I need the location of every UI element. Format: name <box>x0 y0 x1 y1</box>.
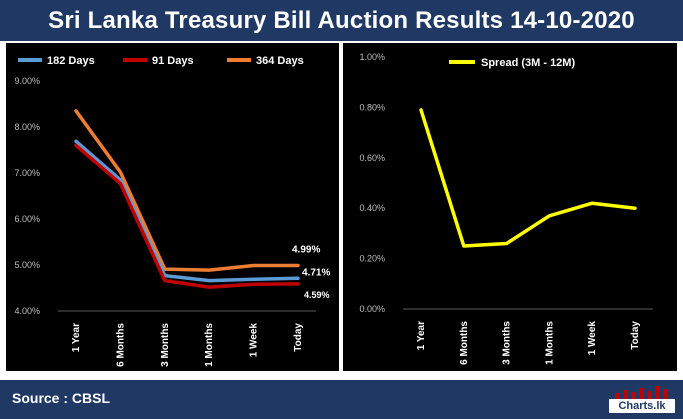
series-line <box>74 139 300 283</box>
y-tick-label: 7.00% <box>14 168 40 178</box>
series-line <box>74 109 300 272</box>
data-label: 4.71% <box>302 267 330 278</box>
y-tick-label: 1.00% <box>359 52 385 62</box>
page-title: Sri Lanka Treasury Bill Auction Results … <box>0 0 683 41</box>
data-label: 4.59% <box>304 290 330 300</box>
x-tick-label: Today <box>293 323 304 352</box>
spread-svg: 0.00% 0.20% 0.40% 0.60% 0.80% 1.00% 1 Year 6 Mo… <box>359 52 653 365</box>
data-label: 4.99% <box>292 244 320 255</box>
x-tick-label: 6 Months <box>459 321 470 365</box>
x-tick-label: 1 Months <box>204 323 215 367</box>
spread-chart: 0.00% 0.20% 0.40% 0.60% 0.80% 1.00% 1 Year 6 Mo… <box>343 43 677 371</box>
x-tick-label: 3 Months <box>160 323 171 367</box>
y-tick-label: 9.00% <box>14 76 40 86</box>
legend-label: 91 Days <box>152 55 194 67</box>
footer: Source : CBSL Charts.lk <box>0 380 683 419</box>
x-tick-label: 1 Year <box>71 323 82 352</box>
y-tick-label: 8.00% <box>14 122 40 132</box>
y-tick-label: 0.40% <box>359 203 385 213</box>
legend-label: 182 Days <box>47 55 95 67</box>
source-label: Source : CBSL <box>12 390 111 406</box>
y-tick-label: 0.20% <box>359 254 385 264</box>
legend-label: 364 Days <box>256 55 304 67</box>
yield-rates-svg: 4.00% 5.00% 6.00% 7.00% 8.00% 9.00% 1 Year 6 Mo… <box>14 55 330 367</box>
logo-bars-icon <box>611 385 673 399</box>
y-tick-label: 6.00% <box>14 214 40 224</box>
y-tick-label: 0.80% <box>359 102 385 112</box>
logo-text: Charts.lk <box>609 399 675 413</box>
y-tick-label: 0.60% <box>359 153 385 163</box>
x-tick-label: 6 Months <box>115 323 126 367</box>
x-tick-label: 1 Months <box>544 321 555 365</box>
charts-lk-logo: Charts.lk <box>609 385 675 415</box>
legend-label: Spread (3M - 12M) <box>481 57 575 69</box>
series-line <box>74 143 300 289</box>
y-tick-label: 4.00% <box>14 306 40 316</box>
x-tick-label: 1 Week <box>587 321 598 356</box>
y-tick-label: 5.00% <box>14 260 40 270</box>
x-tick-label: Today <box>630 321 641 350</box>
series-line <box>419 108 637 248</box>
yield-rates-chart: 4.00% 5.00% 6.00% 7.00% 8.00% 9.00% 1 Year 6 Mo… <box>6 43 339 371</box>
x-tick-label: 3 Months <box>502 321 513 365</box>
x-tick-label: 1 Week <box>249 323 260 358</box>
y-tick-label: 0.00% <box>359 304 385 314</box>
x-tick-label: 1 Year <box>416 321 427 350</box>
